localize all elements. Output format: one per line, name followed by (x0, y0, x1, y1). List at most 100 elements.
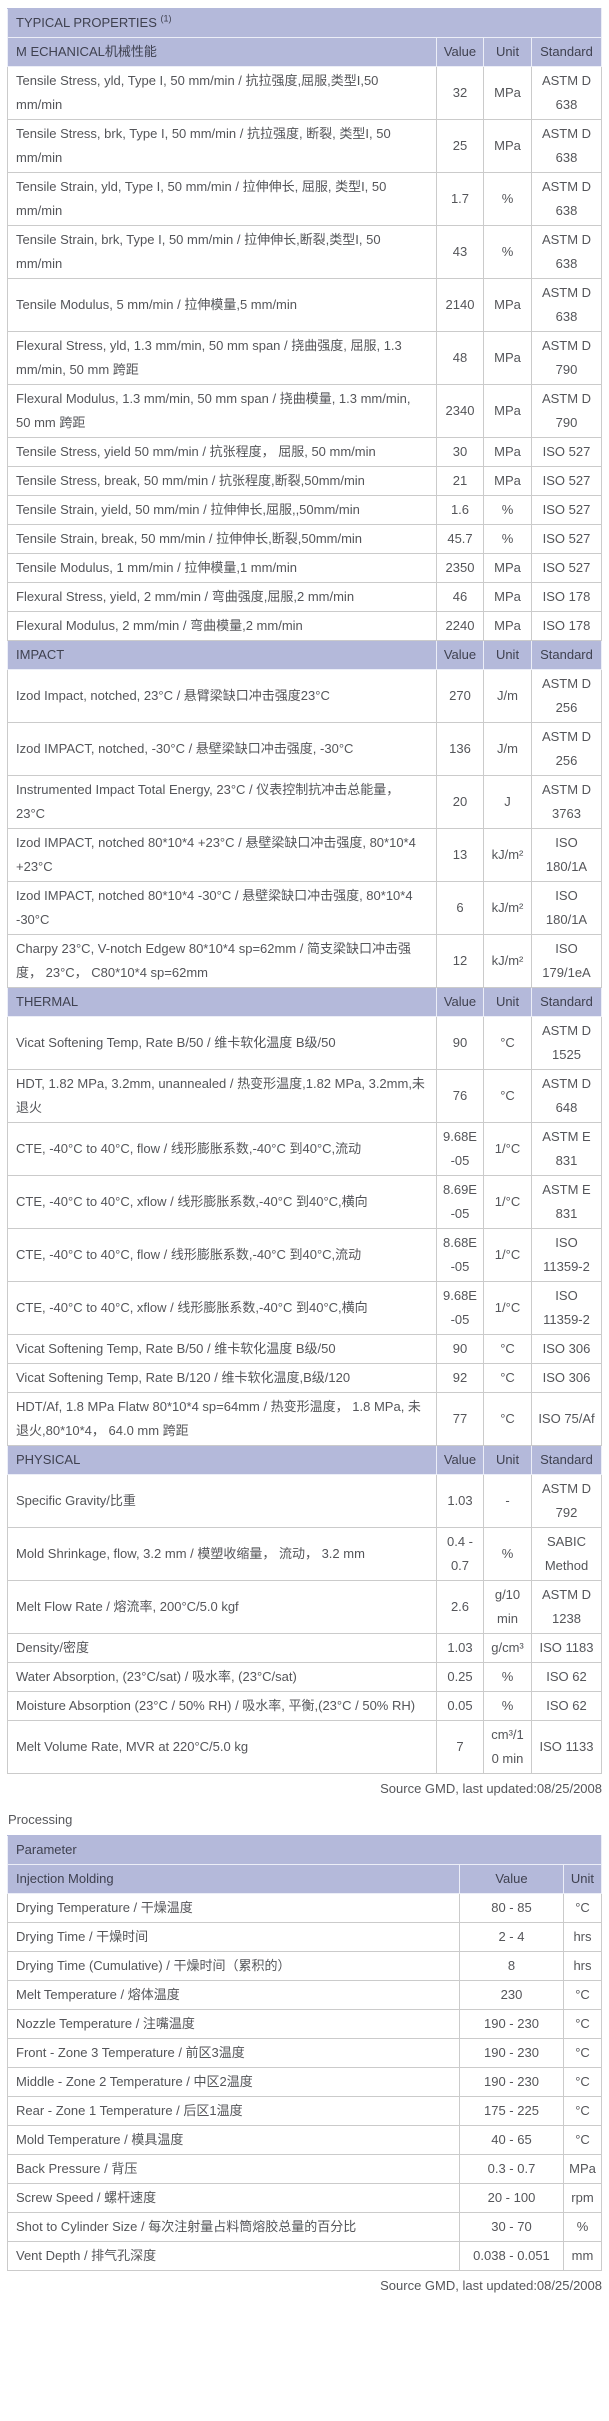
value-cell: 2 - 4 (458, 1922, 564, 1952)
standard-cell: ASTM D 790 (531, 384, 602, 438)
property-row: HDT/Af, 1.8 MPa Flatw 80*10*4 sp=64mm / … (7, 1392, 602, 1446)
value-cell: 7 (436, 1720, 484, 1774)
property-name-cell: Izod IMPACT, notched 80*10*4 -30°C / 悬壁梁… (7, 881, 437, 935)
unit-cell: °C (562, 2125, 603, 2155)
property-name-cell: Flexural Stress, yld, 1.3 mm/min, 50 mm … (7, 331, 437, 385)
property-row: Tensile Modulus, 1 mm/min / 拉伸模量,1 mm/mi… (7, 553, 602, 583)
unit-cell: MPa (483, 119, 532, 173)
property-row: HDT, 1.82 MPa, 3.2mm, unannealed / 热变形温度… (7, 1069, 602, 1123)
property-name-cell: Charpy 23°C, V-notch Edgew 80*10*4 sp=62… (7, 934, 437, 988)
value-cell: 2140 (436, 278, 484, 332)
column-header-unit: Unit (483, 987, 532, 1017)
unit-cell: °C (562, 2009, 603, 2039)
standard-cell: ASTM D 638 (531, 225, 602, 279)
parameter-row: Front - Zone 3 Temperature / 前区3温度 190 - … (7, 2038, 603, 2068)
value-cell: 20 - 100 (458, 2183, 564, 2213)
value-cell: 9.68E-05 (436, 1281, 484, 1335)
value-cell: 13 (436, 828, 484, 882)
property-name-cell: Mold Shrinkage, flow, 3.2 mm / 模塑收缩量， 流动… (7, 1527, 437, 1581)
property-row: CTE, -40°C to 40°C, xflow / 线形膨胀系数,-40°C… (7, 1281, 602, 1335)
unit-cell: MPa (483, 278, 532, 332)
value-cell: 46 (436, 582, 484, 612)
section-header-row: PHYSICAL Value Unit Standard (7, 1445, 602, 1475)
property-row: Izod Impact, notched, 23°C / 悬臂梁缺口冲击强度23… (7, 669, 602, 723)
section-title: PHYSICAL (7, 1445, 437, 1475)
property-name-cell: Izod IMPACT, notched 80*10*4 +23°C / 悬壁梁… (7, 828, 437, 882)
standard-cell: ISO 178 (531, 611, 602, 641)
parameter-row: Back Pressure / 背压 0.3 - 0.7 MPa (7, 2154, 603, 2184)
value-cell: 2350 (436, 553, 484, 583)
unit-cell: MPa (562, 2154, 603, 2184)
property-name-cell: Water Absorption, (23°C/sat) / 吸水率, (23°… (7, 1662, 437, 1692)
parameter-row: Mold Temperature / 模具温度 40 - 65 °C (7, 2125, 603, 2155)
property-name-cell: Tensile Stress, yield 50 mm/min / 抗张程度， … (7, 437, 437, 467)
standard-cell: ISO 75/Af (531, 1392, 602, 1446)
standard-cell: ISO 62 (531, 1691, 602, 1721)
standard-cell: ASTM D 792 (531, 1474, 602, 1528)
unit-cell: °C (483, 1363, 532, 1393)
column-header-standard: Standard (531, 987, 602, 1017)
unit-cell: °C (562, 1893, 603, 1923)
property-row: Izod IMPACT, notched 80*10*4 +23°C / 悬壁梁… (7, 828, 602, 882)
property-row: Izod IMPACT, notched 80*10*4 -30°C / 悬壁梁… (7, 881, 602, 935)
standard-cell: SABIC Method (531, 1527, 602, 1581)
unit-cell: - (483, 1474, 532, 1528)
property-name-cell: Flexural Modulus, 1.3 mm/min, 50 mm span… (7, 384, 437, 438)
standard-cell: ISO 306 (531, 1363, 602, 1393)
property-row: Vicat Softening Temp, Rate B/120 / 维卡软化温… (7, 1363, 602, 1393)
value-cell: 8 (458, 1951, 564, 1981)
unit-cell: °C (562, 2067, 603, 2097)
value-cell: 8.68E-05 (436, 1228, 484, 1282)
standard-cell: ISO 306 (531, 1334, 602, 1364)
property-name-cell: Moisture Absorption (23°C / 50% RH) / 吸水… (7, 1691, 437, 1721)
property-name-cell: Flexural Stress, yield, 2 mm/min / 弯曲强度,… (7, 582, 437, 612)
property-name-cell: Vicat Softening Temp, Rate B/50 / 维卡软化温度… (7, 1334, 437, 1364)
property-row: Melt Flow Rate / 熔流率, 200°C/5.0 kgf 2.6 g/… (7, 1580, 602, 1634)
column-header-unit: Unit (483, 640, 532, 670)
standard-cell: ISO 527 (531, 553, 602, 583)
standard-cell: ASTM D 638 (531, 278, 602, 332)
parameter-row: Drying Time (Cumulative) / 干燥时间（累积的） 8 hrs (7, 1951, 603, 1981)
standard-cell: ASTM D 638 (531, 119, 602, 173)
unit-cell: MPa (483, 384, 532, 438)
property-row: Vicat Softening Temp, Rate B/50 / 维卡软化温度… (7, 1016, 602, 1070)
standard-cell: ISO 527 (531, 466, 602, 496)
value-cell: 77 (436, 1392, 484, 1446)
property-name-cell: CTE, -40°C to 40°C, flow / 线形膨胀系数,-40°C … (7, 1228, 437, 1282)
property-row: Flexural Modulus, 2 mm/min / 弯曲模量,2 mm/m… (7, 611, 602, 641)
parameter-row: Rear - Zone 1 Temperature / 后区1温度 175 - 2… (7, 2096, 603, 2126)
property-row: Tensile Strain, yld, Type I, 50 mm/min /… (7, 172, 602, 226)
parameter-header: Parameter (7, 1835, 602, 1865)
value-cell: 0.25 (436, 1662, 484, 1692)
property-name-cell: CTE, -40°C to 40°C, xflow / 线形膨胀系数,-40°C… (7, 1175, 437, 1229)
column-header-unit: Unit (483, 1445, 532, 1475)
injection-molding-header-row: Injection Molding Value Unit (7, 1864, 603, 1894)
property-name-cell: CTE, -40°C to 40°C, flow / 线形膨胀系数,-40°C … (7, 1122, 437, 1176)
property-row: Tensile Stress, yld, Type I, 50 mm/min /… (7, 66, 602, 120)
property-name-cell: HDT/Af, 1.8 MPa Flatw 80*10*4 sp=64mm / … (7, 1392, 437, 1446)
parameter-name-cell: Vent Depth / 排气孔深度 (7, 2241, 460, 2271)
value-cell: 2240 (436, 611, 484, 641)
property-row: Flexural Modulus, 1.3 mm/min, 50 mm span… (7, 384, 602, 438)
unit-cell: % (483, 1662, 532, 1692)
property-name-cell: Tensile Stress, yld, Type I, 50 mm/min /… (7, 66, 437, 120)
property-name-cell: Density/密度 (7, 1633, 437, 1663)
unit-cell: MPa (483, 611, 532, 641)
unit-cell: MPa (483, 437, 532, 467)
parameter-row: Nozzle Temperature / 注嘴温度 190 - 230 °C (7, 2009, 603, 2039)
datasheet-page: TYPICAL PROPERTIES (1) M ECHANICAL机械性能 Va… (7, 8, 603, 2293)
column-header-standard: Standard (531, 640, 602, 670)
property-name-cell: Izod IMPACT, notched, -30°C / 悬壁梁缺口冲击强度,… (7, 722, 437, 776)
value-cell: 45.7 (436, 524, 484, 554)
unit-cell: kJ/m² (483, 881, 532, 935)
value-cell: 190 - 230 (458, 2009, 564, 2039)
property-row: Vicat Softening Temp, Rate B/50 / 维卡软化温度… (7, 1334, 602, 1364)
unit-cell: 1/°C (483, 1228, 532, 1282)
value-cell: 80 - 85 (458, 1893, 564, 1923)
property-row: Instrumented Impact Total Energy, 23°C /… (7, 775, 602, 829)
property-name-cell: Tensile Strain, yld, Type I, 50 mm/min /… (7, 172, 437, 226)
value-cell: 2340 (436, 384, 484, 438)
standard-cell: ASTM D 638 (531, 66, 602, 120)
standard-cell: ASTM D 3763 (531, 775, 602, 829)
parameter-row: Drying Time / 干燥时间 2 - 4 hrs (7, 1922, 603, 1952)
